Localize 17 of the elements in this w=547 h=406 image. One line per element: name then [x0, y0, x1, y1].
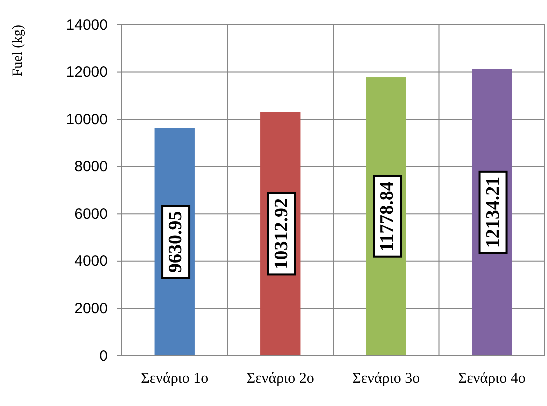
- y-tick-label: 12000: [66, 64, 108, 82]
- y-tick-label: 8000: [74, 158, 108, 176]
- data-label: 11778.84: [377, 181, 398, 252]
- x-tick-label: Σενάριο 4ο: [458, 371, 526, 387]
- x-tick-label: Σενάριο 1ο: [141, 371, 209, 387]
- data-label: 9630.95: [166, 211, 187, 274]
- data-label: 12134.21: [482, 176, 504, 248]
- y-tick-label: 10000: [66, 111, 108, 128]
- y-axis-title: Fuel (kg): [11, 24, 26, 77]
- x-tick-label: Σενάριο 3ο: [352, 371, 420, 387]
- y-tick-label: 0: [100, 348, 108, 365]
- y-tick-label: 2000: [74, 300, 108, 318]
- y-tick-label: 14000: [66, 16, 108, 34]
- y-tick-label: 6000: [74, 206, 108, 223]
- x-tick-label: Σενάριο 2ο: [246, 371, 314, 387]
- y-tick-label: 4000: [74, 253, 108, 270]
- data-label: 10312.92: [271, 198, 292, 270]
